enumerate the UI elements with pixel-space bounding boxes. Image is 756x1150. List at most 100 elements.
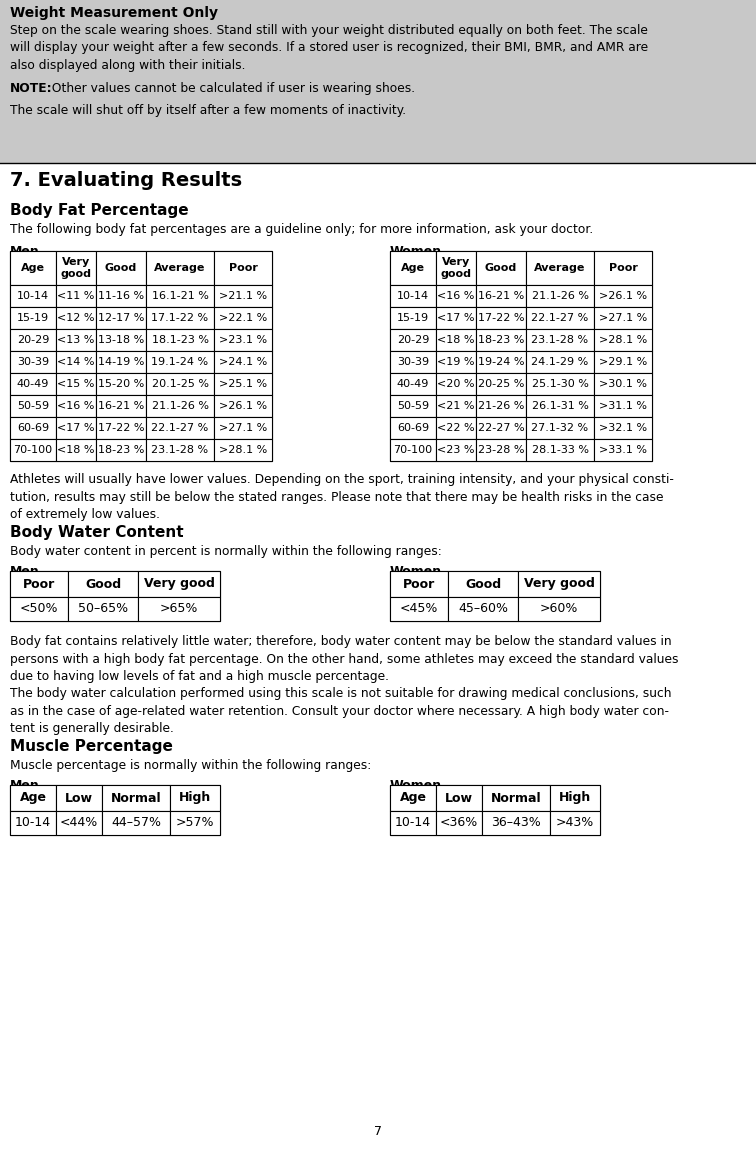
Bar: [10, 329, 56, 351]
Bar: [68, 572, 138, 597]
Text: >27.1 %: >27.1 %: [599, 313, 647, 323]
Bar: [526, 351, 594, 373]
Bar: [390, 439, 436, 461]
Bar: [390, 329, 436, 351]
Bar: [436, 417, 476, 439]
Text: Muscle Percentage: Muscle Percentage: [10, 739, 173, 754]
Text: 18-23 %: 18-23 %: [98, 445, 144, 455]
Bar: [10, 307, 56, 329]
Bar: [526, 307, 594, 329]
Bar: [10, 785, 220, 835]
Bar: [550, 811, 600, 835]
Text: Good: Good: [105, 263, 137, 273]
Text: 20.1-25 %: 20.1-25 %: [151, 380, 209, 389]
Text: 26.1-31 %: 26.1-31 %: [531, 401, 588, 411]
Text: >57%: >57%: [175, 816, 214, 829]
Text: Age: Age: [20, 791, 47, 805]
Text: <36%: <36%: [440, 816, 478, 829]
Text: >28.1 %: >28.1 %: [599, 335, 647, 345]
Bar: [526, 285, 594, 307]
Bar: [436, 251, 476, 285]
Bar: [96, 439, 146, 461]
Bar: [170, 811, 220, 835]
Bar: [96, 394, 146, 417]
Text: Good: Good: [465, 577, 501, 590]
Text: 23.1-28 %: 23.1-28 %: [151, 445, 209, 455]
Bar: [146, 394, 214, 417]
Bar: [96, 285, 146, 307]
Bar: [10, 439, 56, 461]
Text: Men: Men: [10, 779, 40, 792]
Bar: [436, 811, 482, 835]
Text: <13 %: <13 %: [57, 335, 94, 345]
Text: >22.1 %: >22.1 %: [219, 313, 267, 323]
Text: 25.1-30 %: 25.1-30 %: [531, 380, 588, 389]
Bar: [390, 351, 436, 373]
Text: 12-17 %: 12-17 %: [98, 313, 144, 323]
Text: >28.1 %: >28.1 %: [219, 445, 267, 455]
Bar: [10, 394, 56, 417]
Text: 60-69: 60-69: [17, 423, 49, 434]
Text: <21 %: <21 %: [437, 401, 475, 411]
Text: Body water content in percent is normally within the following ranges:: Body water content in percent is normall…: [10, 545, 442, 558]
Text: 36–43%: 36–43%: [491, 816, 541, 829]
Text: 44–57%: 44–57%: [111, 816, 161, 829]
Text: Average: Average: [534, 263, 586, 273]
Bar: [448, 572, 518, 597]
Text: 11-16 %: 11-16 %: [98, 291, 144, 301]
Text: <14 %: <14 %: [57, 356, 94, 367]
Bar: [146, 373, 214, 394]
Text: Low: Low: [445, 791, 473, 805]
Bar: [10, 285, 56, 307]
Bar: [146, 417, 214, 439]
Text: 70-100: 70-100: [393, 445, 432, 455]
Text: Age: Age: [401, 263, 425, 273]
Bar: [96, 417, 146, 439]
Bar: [96, 307, 146, 329]
Text: >21.1 %: >21.1 %: [219, 291, 267, 301]
Text: >31.1 %: >31.1 %: [599, 401, 647, 411]
Bar: [214, 307, 272, 329]
Text: 50–65%: 50–65%: [78, 603, 128, 615]
Text: <18 %: <18 %: [437, 335, 475, 345]
Bar: [526, 439, 594, 461]
Text: Weight Measurement Only: Weight Measurement Only: [10, 6, 218, 20]
Text: 45–60%: 45–60%: [458, 603, 508, 615]
Text: <22 %: <22 %: [437, 423, 475, 434]
Bar: [214, 439, 272, 461]
Text: Poor: Poor: [609, 263, 637, 273]
Bar: [476, 285, 526, 307]
Text: Low: Low: [65, 791, 93, 805]
Text: 18.1-23 %: 18.1-23 %: [151, 335, 209, 345]
Text: 23.1-28 %: 23.1-28 %: [531, 335, 589, 345]
Bar: [594, 251, 652, 285]
Bar: [594, 394, 652, 417]
Text: Body Water Content: Body Water Content: [10, 526, 184, 540]
Bar: [482, 811, 550, 835]
Text: >30.1 %: >30.1 %: [599, 380, 647, 389]
Bar: [96, 351, 146, 373]
Text: Good: Good: [85, 577, 121, 590]
Text: <11 %: <11 %: [57, 291, 94, 301]
Bar: [214, 329, 272, 351]
Text: 22-27 %: 22-27 %: [478, 423, 525, 434]
Text: >65%: >65%: [160, 603, 198, 615]
Text: <16 %: <16 %: [57, 401, 94, 411]
Bar: [436, 329, 476, 351]
Bar: [10, 572, 220, 621]
Bar: [526, 373, 594, 394]
Bar: [390, 417, 436, 439]
Bar: [56, 351, 96, 373]
Text: 14-19 %: 14-19 %: [98, 356, 144, 367]
Text: 21.1-26 %: 21.1-26 %: [531, 291, 588, 301]
Bar: [56, 785, 102, 811]
Bar: [56, 329, 96, 351]
Bar: [214, 373, 272, 394]
Text: Normal: Normal: [491, 791, 541, 805]
Text: Very good: Very good: [524, 577, 594, 590]
Text: 22.1-27 %: 22.1-27 %: [531, 313, 589, 323]
Text: >60%: >60%: [540, 603, 578, 615]
Text: 22.1-27 %: 22.1-27 %: [151, 423, 209, 434]
Bar: [146, 285, 214, 307]
Bar: [476, 329, 526, 351]
